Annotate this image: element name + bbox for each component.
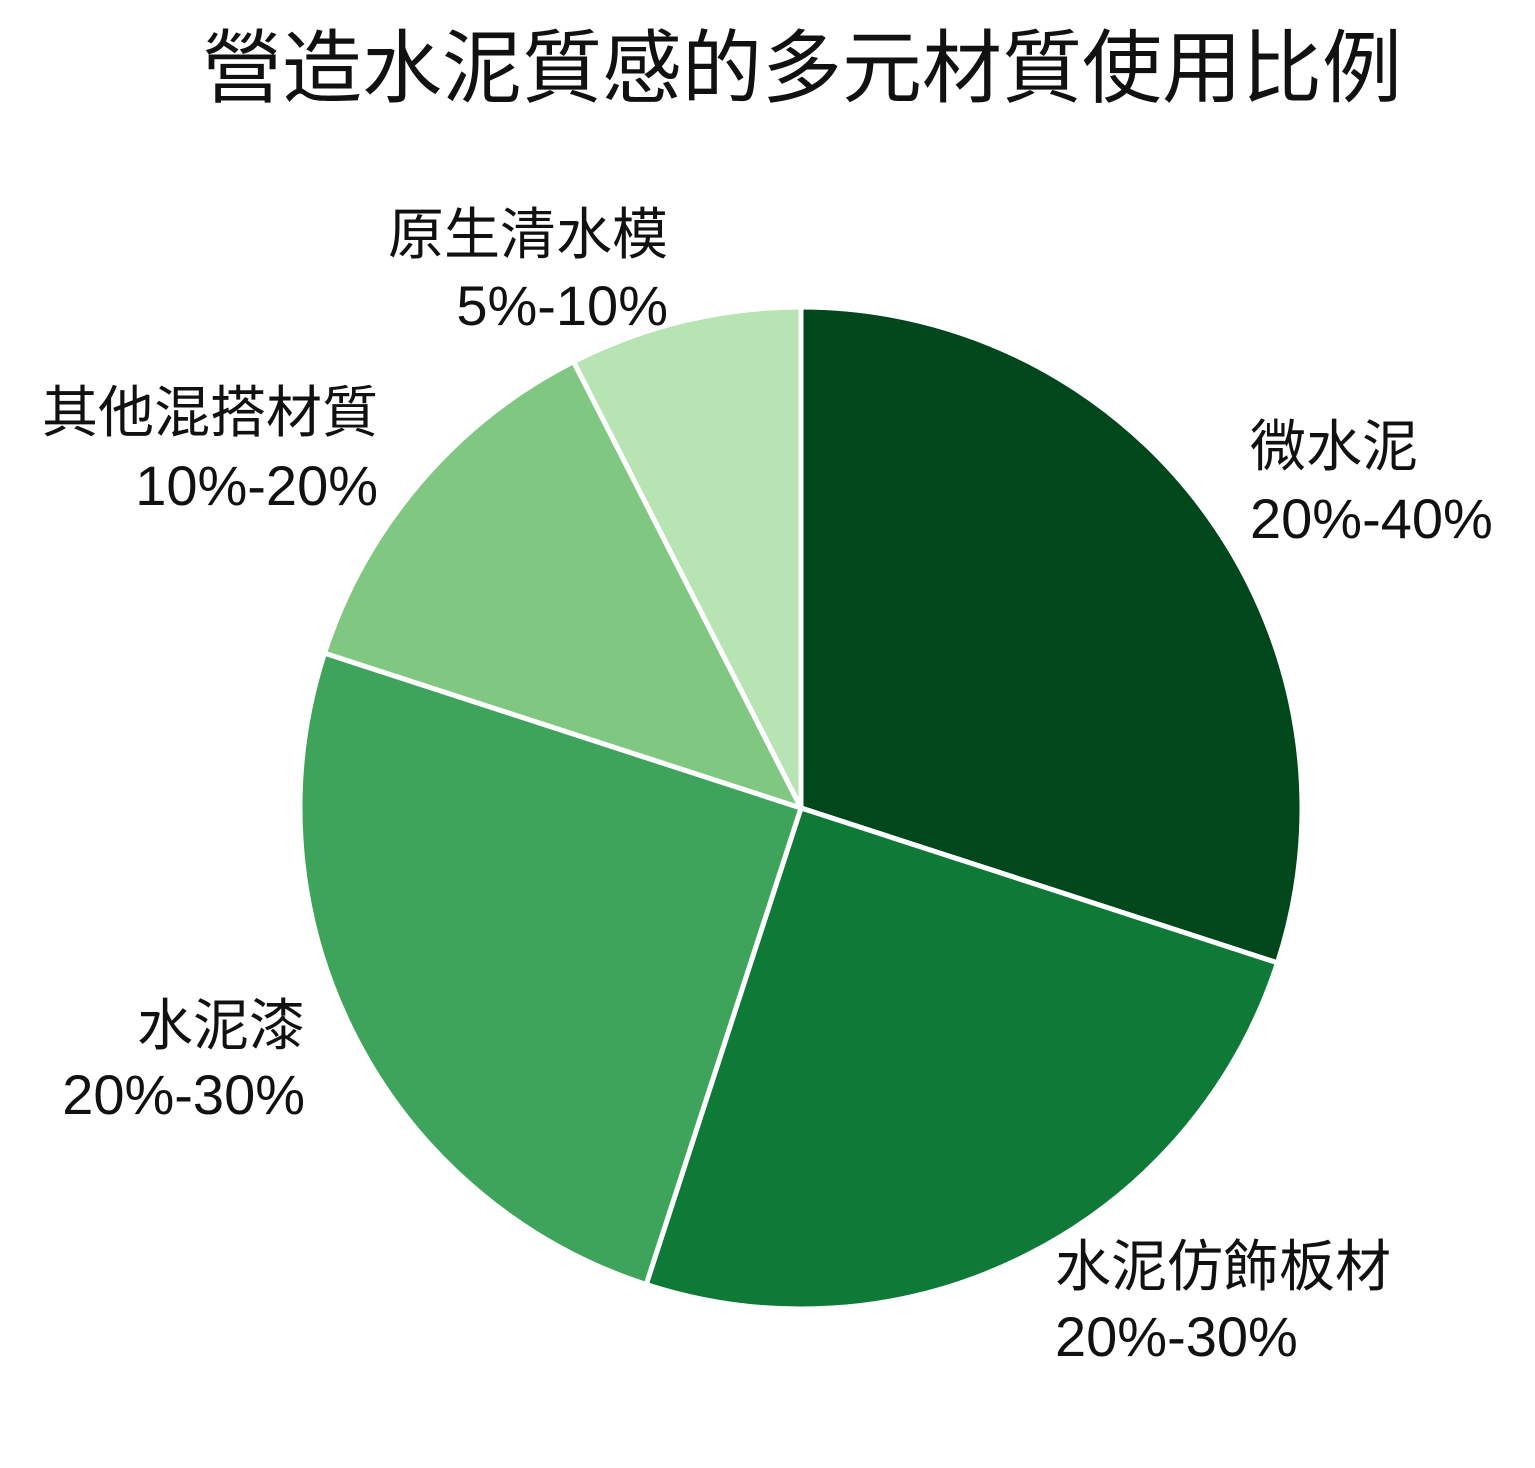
slice-range-2: 20%-30% <box>1055 1305 1298 1368</box>
chart-title: 營造水泥質感的多元材質使用比例 <box>202 24 1402 113</box>
slice-label-4: 其他混搭材質 <box>42 381 378 444</box>
slice-label-5: 原生清水模 <box>388 203 668 266</box>
slice-label-1: 微水泥 <box>1250 415 1418 478</box>
slice-label-2: 水泥仿飾板材 <box>1055 1235 1391 1298</box>
pie-slice-2 <box>643 804 1281 1312</box>
pie-slices <box>297 304 1305 1312</box>
pie-slice-1 <box>798 304 1305 966</box>
pie-slice-5 <box>570 304 804 810</box>
slice-range-5: 5%-10% <box>456 274 668 337</box>
slice-range-4: 10%-20% <box>135 454 378 517</box>
pie-slice-3 <box>297 650 805 1288</box>
slice-label-3: 水泥漆 <box>137 994 305 1057</box>
pie-slice-4 <box>321 358 806 813</box>
slice-range-1: 20%-40% <box>1250 487 1493 550</box>
slice-range-3: 20%-30% <box>62 1063 305 1126</box>
